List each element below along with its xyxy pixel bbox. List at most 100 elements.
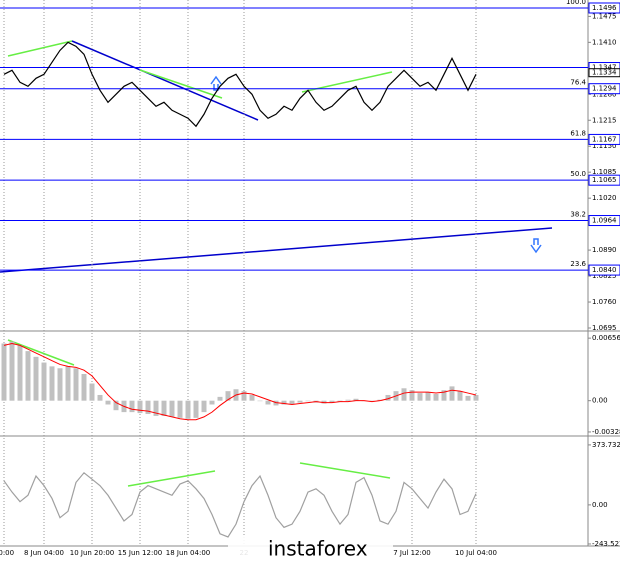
histogram-bar <box>105 400 111 405</box>
level-box <box>588 264 620 276</box>
histogram-bar <box>305 400 311 402</box>
divergence-line <box>7 40 73 57</box>
y-tick-label: 0.00 <box>592 397 608 405</box>
histogram-bar <box>17 345 23 401</box>
histogram-bar <box>113 400 119 411</box>
current-price-label: 1.1334 <box>592 69 617 77</box>
line <box>3 41 477 128</box>
level-box <box>588 133 620 145</box>
histogram-bar <box>49 366 55 401</box>
y-tick-label: 1.1475 <box>592 12 617 20</box>
histogram-bar <box>249 394 255 401</box>
fib-label: 76.4 <box>570 79 586 87</box>
y-tick-label: -243.5270 <box>592 540 620 548</box>
histogram-bar <box>449 386 455 401</box>
watermark-bg <box>228 536 393 563</box>
histogram-bar <box>209 400 215 405</box>
histogram-bar <box>225 391 231 401</box>
y-tick-label: 373.7321 <box>592 441 620 449</box>
y-tick-label: 1.0825 <box>592 272 617 280</box>
histogram-bar <box>289 400 295 405</box>
y-tick-label: 1.0760 <box>592 298 617 306</box>
divergence-line <box>7 339 75 366</box>
down-arrow <box>530 238 542 254</box>
histogram-bar <box>217 396 223 401</box>
y-tick-label: 1.0695 <box>592 324 617 332</box>
histogram-bar <box>89 383 95 401</box>
fib-label: 50.0 <box>570 170 586 178</box>
level-label: 1.1167 <box>592 135 617 143</box>
level-label: 1.1065 <box>592 176 617 184</box>
y-tick-label: 1.1215 <box>592 116 617 124</box>
level-label: 1.1496 <box>592 4 617 12</box>
histogram-bar <box>25 351 31 401</box>
y-tick-label: 1.1150 <box>592 142 617 150</box>
x-tick-label: 20:00 <box>0 549 14 557</box>
histogram-bar <box>401 388 407 401</box>
histogram-bar <box>185 400 191 419</box>
fib-label: 23.6 <box>570 260 586 268</box>
histogram-bar <box>129 400 135 413</box>
histogram-bar <box>41 362 47 401</box>
histogram-bar <box>241 391 247 401</box>
histogram-bar <box>201 400 207 413</box>
histogram-bar <box>353 398 359 401</box>
level-label: 1.1347 <box>592 64 617 72</box>
histogram-bar <box>57 368 63 401</box>
fib-label: 61.8 <box>570 129 586 137</box>
histogram-bar <box>9 341 15 401</box>
histogram-bar <box>329 400 335 403</box>
histogram-bar <box>169 400 175 417</box>
x-tick-label: 10 Jun 20:00 <box>70 549 114 557</box>
histogram-bar <box>473 394 479 401</box>
current-price-box <box>588 68 620 78</box>
y-tick-label: 1.0890 <box>592 246 617 254</box>
level-label: 1.0840 <box>592 266 617 274</box>
histogram-bar <box>257 400 263 402</box>
histogram-bar <box>425 392 431 401</box>
histogram-bar <box>265 400 271 405</box>
y-tick-label: 1.1410 <box>592 38 617 46</box>
histogram-bar <box>65 366 71 401</box>
histogram-bar <box>417 393 423 401</box>
fib-label: 38.2 <box>570 211 586 219</box>
y-tick-label: -0.00328 <box>592 428 620 436</box>
y-tick-label: 1.1280 <box>592 90 617 98</box>
histogram-bar <box>441 390 447 401</box>
level-box <box>588 174 620 186</box>
histogram-bar <box>81 373 87 401</box>
histogram-bar <box>33 356 39 401</box>
divergence-line <box>139 69 223 99</box>
histogram-bar <box>73 368 79 401</box>
x-tick-label: 7 Jul 12:00 <box>393 549 431 557</box>
level-box <box>588 2 620 14</box>
line <box>3 342 477 421</box>
y-tick-label: 0.00656 <box>592 334 620 342</box>
y-tick-label: 1.1085 <box>592 168 617 176</box>
histogram-bar <box>281 400 287 405</box>
histogram-bar <box>193 400 199 418</box>
histogram-bar <box>457 391 463 401</box>
level-box <box>588 83 620 95</box>
y-tick-label: 0.00 <box>592 501 608 509</box>
watermark: instaforex <box>268 537 368 561</box>
histogram-bar <box>153 400 159 416</box>
histogram-bar <box>385 394 391 401</box>
histogram-bar <box>433 394 439 401</box>
x-tick-label: 8 Jun 04:00 <box>24 549 64 557</box>
trend-line <box>71 40 259 121</box>
histogram-bar <box>465 395 471 401</box>
level-box <box>588 215 620 227</box>
level-label: 1.1294 <box>592 85 617 93</box>
divergence-line <box>299 462 391 479</box>
line <box>3 471 477 538</box>
x-tick-label: 15 Jun 12:00 <box>118 549 162 557</box>
histogram-bar <box>97 394 103 401</box>
annotations <box>0 40 553 487</box>
histogram-bar <box>409 390 415 401</box>
divergence-line <box>127 470 216 487</box>
level-label: 1.0964 <box>592 217 617 225</box>
histogram-bar <box>297 400 303 403</box>
